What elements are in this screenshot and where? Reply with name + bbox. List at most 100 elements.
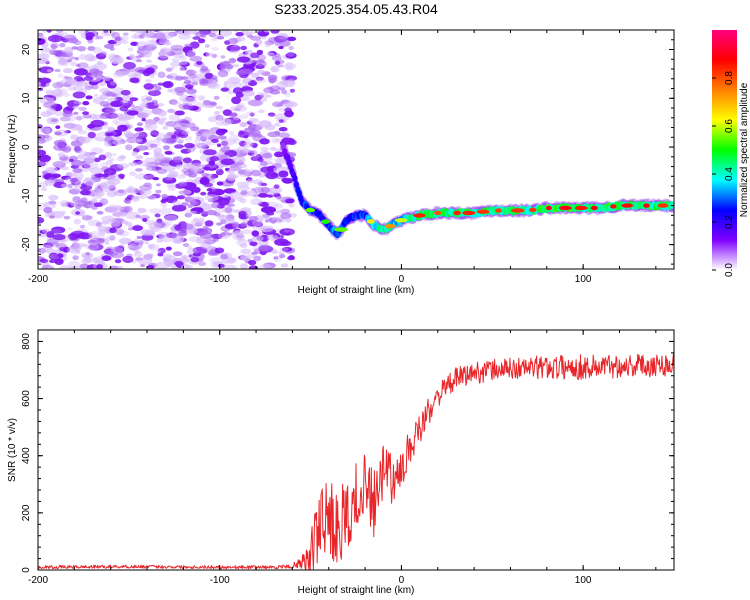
noise-blob — [81, 252, 94, 259]
noise-blob — [82, 101, 90, 106]
noise-blob — [48, 252, 59, 260]
noise-blob — [76, 81, 88, 87]
noise-blob — [260, 147, 269, 152]
noise-blob — [220, 218, 227, 225]
noise-blob — [211, 47, 219, 51]
colorbar: 0.0 0.2 0.4 0.6 0.8 Normalized spectral ampl… — [712, 30, 750, 277]
noise-blob — [87, 46, 96, 51]
noise-blob — [162, 159, 171, 164]
noise-blob — [270, 30, 280, 34]
track-peak-mark — [495, 208, 502, 213]
noise-blob — [78, 211, 85, 217]
noise-blob — [117, 136, 122, 140]
noise-blob — [191, 159, 202, 166]
noise-blob — [129, 54, 136, 59]
noise-blob — [248, 132, 259, 138]
y-tick-label: 0 — [21, 144, 32, 150]
noise-blob — [46, 231, 55, 238]
noise-blob — [38, 161, 46, 167]
noise-blob — [280, 80, 288, 86]
noise-blob — [170, 44, 184, 51]
noise-blob — [143, 50, 153, 58]
noise-blob — [199, 78, 206, 85]
noise-blob — [193, 217, 200, 222]
noise-blob — [59, 42, 66, 48]
noise-blob — [41, 187, 47, 192]
noise-blob — [95, 136, 105, 142]
noise-blob — [284, 101, 298, 108]
noise-blob — [133, 252, 144, 258]
noise-blob — [282, 177, 293, 184]
track-mark — [292, 174, 298, 182]
noise-blob — [216, 222, 223, 226]
noise-blob — [250, 198, 263, 206]
noise-blob — [236, 36, 246, 42]
noise-blob — [105, 235, 116, 242]
noise-blob — [135, 55, 142, 59]
noise-blob — [93, 202, 103, 207]
noise-blob — [111, 56, 125, 64]
noise-blob — [73, 85, 84, 92]
noise-blob — [156, 234, 165, 239]
noise-blob — [227, 90, 235, 95]
noise-blob — [109, 227, 117, 234]
noise-blob — [110, 234, 116, 240]
noise-blob — [257, 157, 264, 162]
noise-blob — [116, 156, 125, 162]
noise-blob — [41, 57, 49, 64]
noise-blob — [127, 224, 134, 228]
snr-y-axis: 0 200 400 600 800 — [21, 329, 674, 573]
noise-blob — [155, 189, 162, 194]
noise-blob — [274, 157, 288, 165]
noise-blob — [148, 243, 160, 251]
noise-blob — [278, 251, 285, 255]
noise-blob — [190, 210, 198, 215]
noise-blob — [155, 137, 163, 142]
noise-blob — [75, 115, 83, 121]
noise-blob — [160, 47, 172, 55]
noise-blob — [62, 93, 70, 97]
noise-blob — [212, 238, 219, 242]
noise-blob — [54, 129, 68, 137]
noise-blob — [200, 140, 212, 147]
noise-blob — [274, 238, 289, 246]
noise-blob — [67, 100, 80, 108]
track-peak-mark — [559, 205, 572, 211]
noise-blob — [67, 37, 79, 44]
noise-blob — [268, 78, 276, 84]
noise-blob — [240, 254, 249, 260]
noise-blob — [127, 47, 134, 52]
noise-blob — [223, 221, 229, 225]
noise-blob — [61, 202, 68, 207]
noise-blob — [248, 117, 259, 124]
noise-blob — [53, 139, 66, 147]
noise-blob — [46, 179, 52, 183]
noise-blob — [283, 229, 290, 234]
noise-blob — [243, 141, 254, 148]
noise-blob — [97, 225, 109, 233]
noise-blob — [89, 68, 100, 75]
noise-blob — [181, 202, 189, 207]
noise-blob — [271, 249, 278, 255]
noise-blob — [266, 161, 274, 165]
track-peak-mark — [643, 203, 650, 208]
noise-blob — [135, 214, 141, 218]
noise-blob — [247, 219, 258, 227]
noise-blob — [88, 243, 104, 251]
noise-blob — [87, 232, 94, 236]
snr-x-label: Height of straight line (km) — [298, 585, 415, 596]
noise-blob — [105, 160, 114, 166]
noise-blob — [115, 228, 124, 236]
noise-blob — [46, 128, 54, 133]
snr-x-axis: -200 -100 0 100 — [28, 330, 657, 586]
noise-blob — [90, 198, 98, 204]
noise-blob — [115, 212, 120, 217]
colorbar-ticks: 0.0 0.2 0.4 0.6 0.8 — [712, 71, 735, 277]
noise-blob — [277, 132, 291, 138]
noise-blob — [188, 74, 198, 79]
colorbar-gradient — [712, 30, 737, 270]
noise-blob — [62, 111, 73, 118]
noise-blob — [171, 200, 181, 206]
noise-blob — [157, 109, 167, 117]
noise-blob — [200, 176, 209, 184]
